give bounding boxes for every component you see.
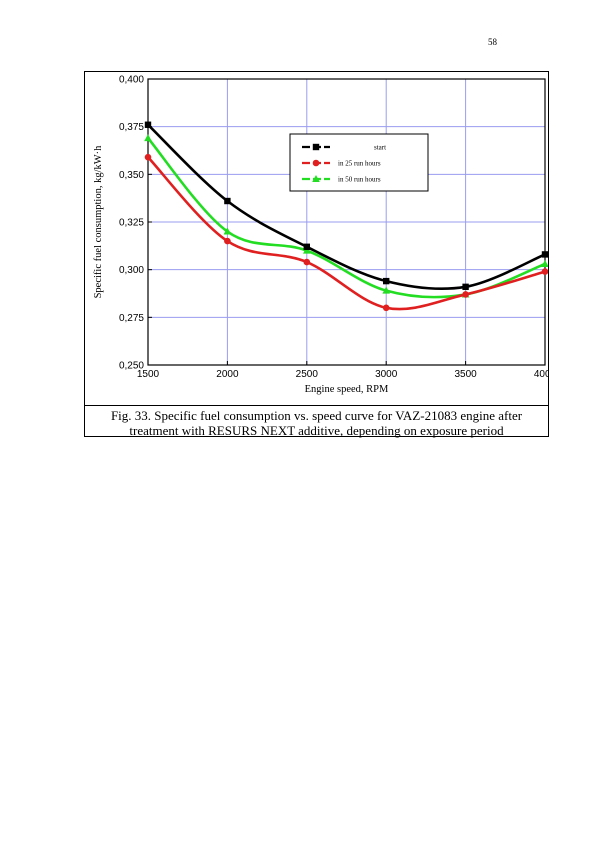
data-point <box>224 197 231 205</box>
x-tick-label: 2500 <box>296 369 319 380</box>
legend-marker <box>312 143 320 151</box>
y-tick-label: 0,325 <box>119 218 144 229</box>
y-tick-label: 0,300 <box>119 265 144 276</box>
page-number: 58 <box>488 37 497 47</box>
data-point <box>303 246 311 254</box>
x-tick-label: 1500 <box>137 369 160 380</box>
y-tick-label: 0,375 <box>119 122 144 133</box>
data-point <box>382 304 390 312</box>
x-tick-label: 3500 <box>454 369 477 380</box>
legend-marker <box>312 175 320 182</box>
y-axis-title: Specific fuel consumption, kg/kW·h <box>93 145 104 299</box>
legend-item: in 25 run hours <box>302 160 381 168</box>
data-point <box>303 243 310 250</box>
series-line <box>147 123 546 291</box>
data-point <box>144 134 152 142</box>
caption-line-1: Fig. 33. Specific fuel consumption vs. s… <box>110 408 523 423</box>
data-point <box>541 259 548 267</box>
data-point <box>383 277 390 285</box>
y-tick-label: 0,350 <box>119 170 144 181</box>
data-point <box>144 121 152 128</box>
data-point <box>223 227 232 235</box>
legend-label: in 25 run hours <box>338 160 381 168</box>
y-tick-label: 0,250 <box>119 361 144 372</box>
data-point <box>462 283 469 291</box>
series-1 <box>144 121 548 291</box>
series-2 <box>144 153 548 312</box>
data-point <box>224 237 231 245</box>
legend: start in 25 run hours in 50 run hours <box>289 133 429 192</box>
data-point <box>303 258 311 266</box>
x-tick-label: 3000 <box>375 369 398 380</box>
y-tick-label: 0,275 <box>119 313 144 324</box>
data-point <box>541 268 548 275</box>
figure-caption: Fig. 33. Specific fuel consumption vs. s… <box>85 405 548 438</box>
x-axis-title: Engine speed, RPM <box>305 384 389 395</box>
legend-item: in 50 run hours <box>302 175 381 184</box>
legend-label: start <box>374 144 386 152</box>
data-point <box>382 286 390 294</box>
data-point <box>462 291 469 298</box>
legend-label: in 50 run hours <box>338 176 381 184</box>
x-tick-label: 2000 <box>216 369 239 380</box>
y-tick-label: 0,400 <box>119 75 144 86</box>
legend-marker <box>312 159 320 167</box>
series-line <box>147 156 546 311</box>
legend-item: start <box>302 144 386 152</box>
data-point <box>541 251 548 258</box>
caption-line-2: treatment with RESURS NEXT additive, dep… <box>129 423 504 438</box>
data-point <box>144 153 152 161</box>
